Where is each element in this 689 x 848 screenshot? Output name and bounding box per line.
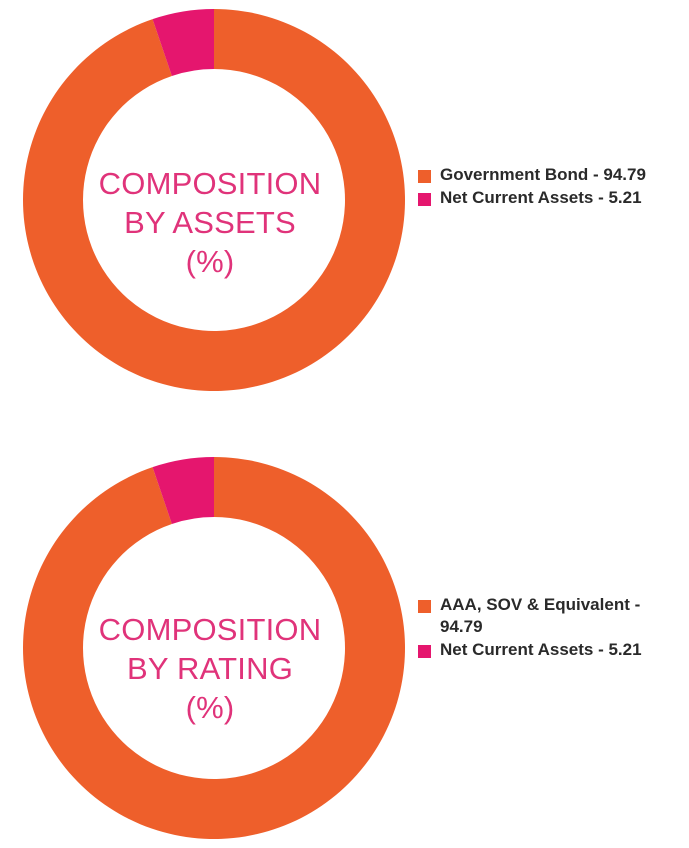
rating-center-line-1: COMPOSITION [98, 612, 322, 647]
rating-center-line-3: (%) [185, 690, 235, 725]
legend-swatch [418, 170, 431, 183]
rating-donut [23, 457, 406, 839]
donut-slice-1 [152, 9, 214, 76]
donut-slice-0 [23, 457, 406, 839]
assets-center-title: COMPOSITION BY ASSETS (%) [60, 164, 360, 281]
assets-center-line-2: BY ASSETS [124, 205, 296, 240]
assets-center-line-1: COMPOSITION [98, 166, 322, 201]
legend-label: Government Bond - 94.79 [440, 165, 646, 184]
assets-center-line-3: (%) [185, 244, 235, 279]
legend-label: AAA, SOV & Equivalent - 94.79 [440, 595, 641, 636]
donut-slice-0 [23, 9, 406, 392]
legend-swatch [418, 600, 431, 613]
legend-item-aaa-sov-equivalent: AAA, SOV & Equivalent - 94.79 [418, 594, 683, 638]
legend-swatch [418, 193, 431, 206]
composition-by-assets-chart: COMPOSITION BY ASSETS (%) Government Bon… [0, 0, 689, 400]
assets-donut [23, 9, 406, 392]
legend-item-government-bond: Government Bond - 94.79 [418, 164, 683, 186]
legend-label: Net Current Assets - 5.21 [440, 188, 642, 207]
rating-legend: AAA, SOV & Equivalent - 94.79 Net Curren… [418, 594, 683, 662]
rating-center-line-2: BY RATING [126, 651, 294, 686]
composition-by-rating-chart: COMPOSITION BY RATING (%) AAA, SOV & Equ… [0, 448, 689, 848]
rating-center-title: COMPOSITION BY RATING (%) [60, 610, 360, 727]
donut-slice-1 [152, 457, 214, 524]
legend-swatch [418, 645, 431, 658]
legend-label: Net Current Assets - 5.21 [440, 640, 642, 659]
assets-legend: Government Bond - 94.79 Net Current Asse… [418, 164, 683, 210]
legend-item-net-current-assets: Net Current Assets - 5.21 [418, 639, 683, 661]
legend-item-net-current-assets: Net Current Assets - 5.21 [418, 187, 683, 209]
